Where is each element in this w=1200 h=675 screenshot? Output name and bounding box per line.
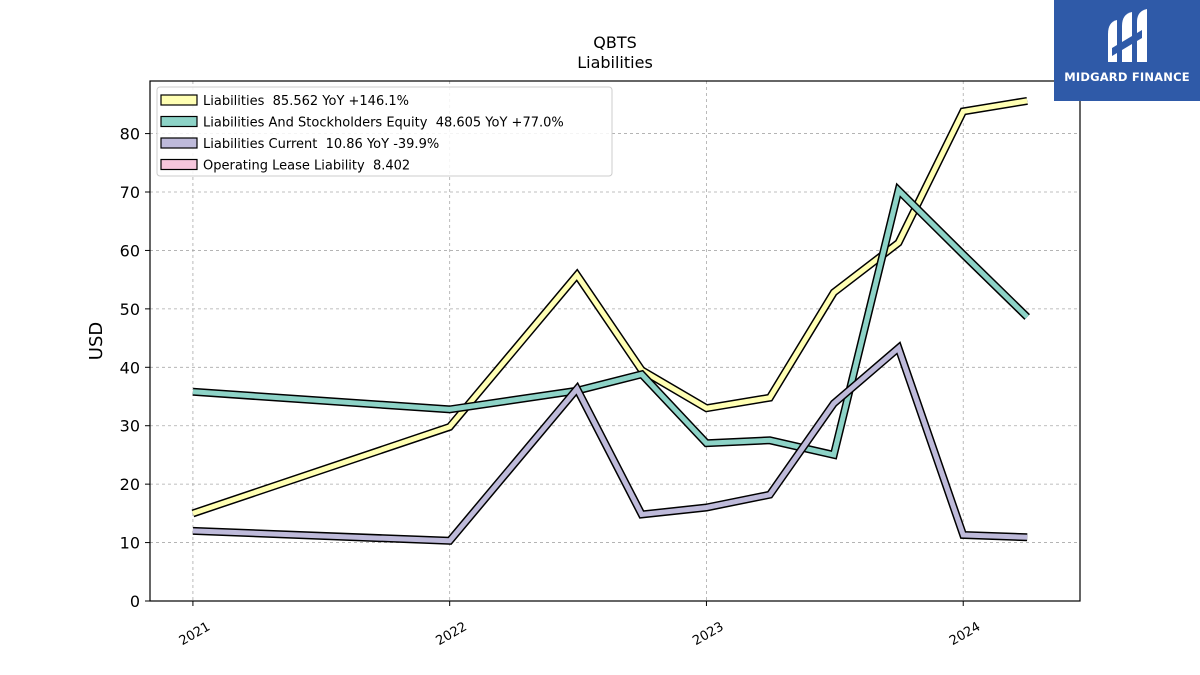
series-line	[192, 343, 1028, 544]
y-tick-label: 30	[120, 417, 140, 436]
y-tick-label: 80	[120, 125, 140, 144]
series-0	[191, 96, 1028, 518]
series-1	[192, 182, 1030, 460]
midgard-logo-icon	[1108, 9, 1147, 62]
legend-entry: Liabilities And Stockholders Equity 48.6…	[203, 116, 564, 131]
y-tick-label: 40	[120, 358, 140, 377]
y-tick-label: 60	[120, 241, 140, 260]
legend-swatch	[160, 94, 198, 106]
chart-title: QBTS	[593, 33, 637, 52]
legend-box	[156, 86, 613, 177]
series-2	[192, 341, 1028, 545]
y-tick-label: 0	[130, 592, 140, 611]
series-lines	[191, 96, 1030, 545]
series-line	[192, 185, 1029, 458]
y-tick-label: 50	[120, 300, 140, 319]
x-tick-label: 2024	[947, 619, 983, 649]
brand-logo: MIDGARD FINANCE	[1054, 0, 1200, 101]
series-line-outline	[192, 341, 1028, 545]
y-axis-label: USD	[86, 322, 107, 360]
x-tick-label: 2021	[177, 619, 213, 649]
series-line	[192, 98, 1028, 516]
legend-entry: Liabilities Current 10.86 YoY -39.9%	[203, 137, 439, 152]
legend-swatch	[160, 115, 198, 128]
y-tick-label: 70	[120, 183, 140, 202]
y-tick-label: 20	[120, 475, 140, 494]
y-tick-label: 10	[120, 534, 140, 553]
legend-swatch	[160, 137, 198, 149]
legend-entry: Operating Lease Liability 8.402	[203, 159, 410, 174]
legend: Liabilities 85.562 YoY +146.1% Liabilitie…	[156, 86, 613, 177]
x-tick-label: 2022	[434, 619, 470, 649]
legend-entry: Liabilities 85.562 YoY +146.1%	[203, 94, 409, 109]
chart-subtitle: Liabilities	[577, 53, 653, 72]
x-tick-label: 2023	[690, 619, 726, 649]
logo-text: MIDGARD FINANCE	[1064, 70, 1190, 84]
legend-swatch	[160, 158, 198, 171]
plot-frame	[149, 80, 1081, 602]
